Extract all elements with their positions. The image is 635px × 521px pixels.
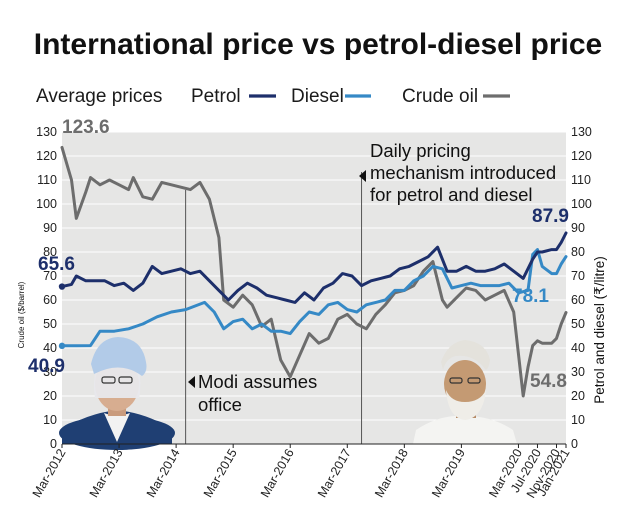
portrait-manmohan-singh xyxy=(59,337,175,450)
y-tick-label-right: 50 xyxy=(571,317,585,331)
point-petrol-start xyxy=(58,283,66,290)
y-tick-label-left: 60 xyxy=(43,293,57,307)
y-tick-label-left: 100 xyxy=(36,197,57,211)
annotation-daily-pricing-line1: Daily pricing xyxy=(370,140,471,161)
y-tick-label-left: 0 xyxy=(50,437,57,451)
y-tick-label-right: 110 xyxy=(571,173,591,187)
x-axis: Mar-2012 Mar-2013 Mar-2014 Mar-2015 Mar-2016… xyxy=(30,443,573,500)
x-tick-label: Mar-2013 xyxy=(87,446,126,499)
annotation-daily-pricing-line2: mechanism introduced xyxy=(370,162,556,183)
series-line-diesel xyxy=(60,248,568,348)
x-tick-label: Mar-2019 xyxy=(429,446,468,499)
y-tick-label-left: 90 xyxy=(43,221,57,235)
label-crude-start: 123.6 xyxy=(62,117,110,138)
y-tick-label-right: 30 xyxy=(571,365,585,379)
arrow-left-icon xyxy=(359,170,366,182)
y-tick-label-left: 80 xyxy=(43,245,57,259)
label-crude-end: 54.8 xyxy=(530,371,567,392)
x-tick-label: Mar-2018 xyxy=(372,446,411,499)
series-line-crude-oil xyxy=(60,145,568,398)
point-diesel-start xyxy=(58,342,66,350)
y-axis-right-label: Petrol and diesel (₹/litre) xyxy=(592,256,607,403)
y-tick-label-right: 0 xyxy=(571,437,578,451)
legend: Petrol Diesel Crude oil xyxy=(191,86,510,107)
y-tick-label-right: 120 xyxy=(571,149,592,163)
y-tick-label-left: 130 xyxy=(36,125,57,139)
chart-title: International price vs petrol-diesel pri… xyxy=(34,28,603,61)
arrow-left-icon xyxy=(188,376,195,388)
y-tick-label-right: 70 xyxy=(571,269,585,283)
y-tick-label-right: 90 xyxy=(571,221,585,235)
x-tick-label: Mar-2014 xyxy=(144,446,183,499)
x-tick-label: Mar-2012 xyxy=(30,446,69,499)
annotation-modi-line2: office xyxy=(198,394,242,415)
series-line-petrol xyxy=(60,231,568,304)
y-tick-label-right: 10 xyxy=(571,413,585,427)
y-tick-label-left: 40 xyxy=(43,341,57,355)
label-petrol-end: 87.9 xyxy=(532,206,569,227)
annotation-daily-pricing-line3: for petrol and diesel xyxy=(370,184,533,205)
y-tick-label-left: 10 xyxy=(43,413,57,427)
y-tick-label-right: 20 xyxy=(571,389,585,403)
x-tick-label: Mar-2016 xyxy=(258,446,297,499)
label-diesel-end: 78.1 xyxy=(512,286,549,307)
legend-label-petrol: Petrol xyxy=(191,86,241,107)
x-tick-label: Mar-2017 xyxy=(315,446,354,499)
y-tick-label-right: 60 xyxy=(571,293,585,307)
y-axis-left: 0 10 20 30 40 50 60 70 80 90 100 110 120 130 xyxy=(36,125,57,451)
legend-label-diesel: Diesel xyxy=(291,86,344,107)
y-axis-left-label: Crude oil ($/barrel) xyxy=(17,281,26,348)
y-tick-label-right: 130 xyxy=(571,125,592,139)
label-diesel-start: 40.9 xyxy=(28,356,65,377)
annotation-modi-line1: Modi assumes xyxy=(198,371,317,392)
label-petrol-start: 65.6 xyxy=(38,254,75,275)
y-tick-label-left: 70 xyxy=(43,269,57,283)
y-tick-label-right: 40 xyxy=(571,341,585,355)
y-tick-label-left: 110 xyxy=(37,173,57,187)
y-tick-label-left: 50 xyxy=(43,317,57,331)
y-tick-label-left: 30 xyxy=(43,365,57,379)
y-tick-label-right: 80 xyxy=(571,245,585,259)
y-tick-label-right: 100 xyxy=(571,197,592,211)
annotation-modi-office: Modi assumes office xyxy=(188,371,317,415)
portrait-narendra-modi xyxy=(413,340,517,444)
legend-label-crude: Crude oil xyxy=(402,86,478,107)
annotation-daily-pricing: Daily pricing mechanism introduced for p… xyxy=(359,140,556,205)
x-tick-label: Mar-2015 xyxy=(201,446,240,499)
series-lines xyxy=(58,145,568,398)
y-tick-label-left: 120 xyxy=(36,149,57,163)
y-tick-label-left: 20 xyxy=(43,389,57,403)
y-axis-right: 0 10 20 30 40 50 60 70 80 90 100 110 120 130 xyxy=(571,125,592,451)
chart-subtitle: Average prices xyxy=(36,86,162,107)
